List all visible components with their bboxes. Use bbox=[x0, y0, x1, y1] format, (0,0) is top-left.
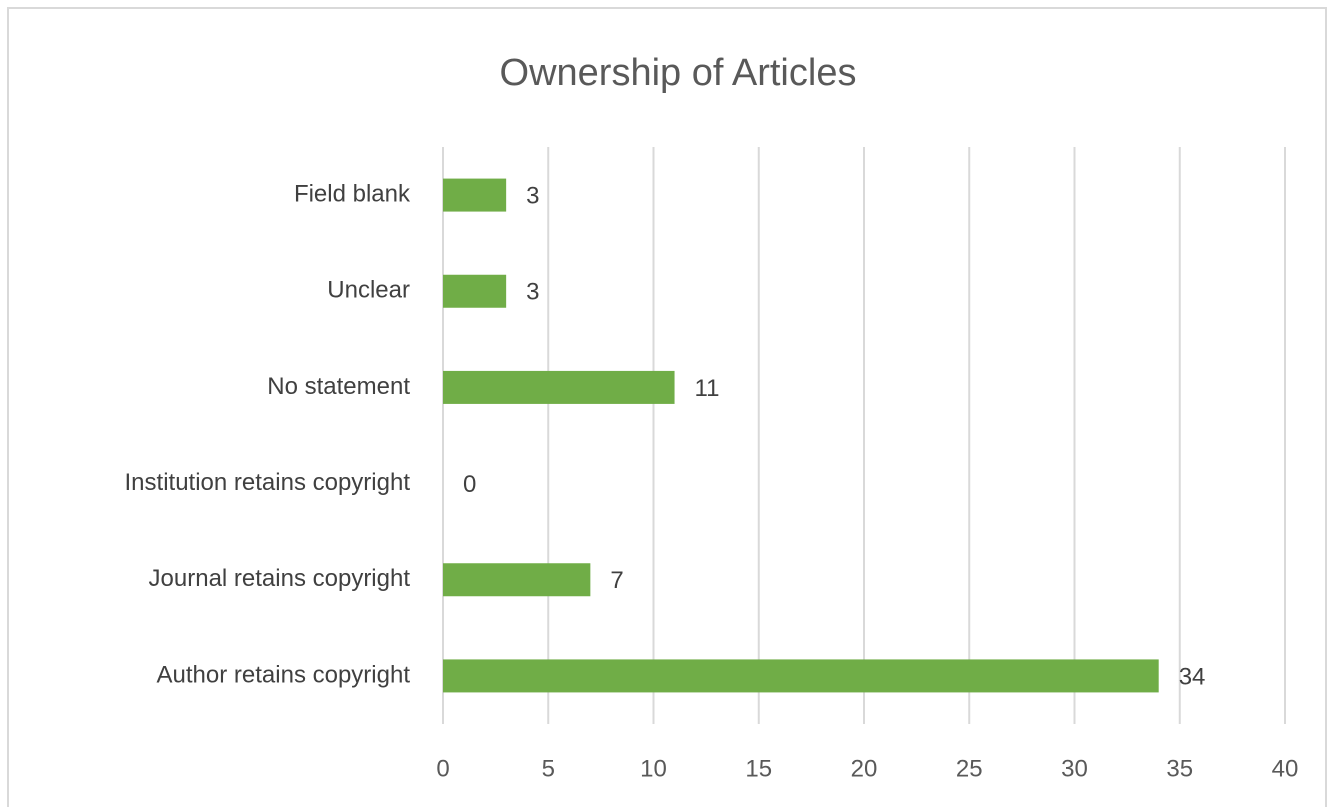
data-label: 3 bbox=[526, 182, 539, 209]
x-tick-label: 35 bbox=[1166, 755, 1193, 782]
y-tick-label: Unclear bbox=[327, 277, 410, 304]
x-tick-label: 20 bbox=[851, 755, 878, 782]
x-tick-label: 40 bbox=[1272, 755, 1299, 782]
bar bbox=[443, 370, 675, 404]
bar bbox=[443, 563, 591, 597]
data-label: 34 bbox=[1179, 663, 1206, 690]
x-tick-label: 0 bbox=[436, 755, 449, 782]
x-tick-label: 30 bbox=[1061, 755, 1088, 782]
y-tick-label: Author retains copyright bbox=[157, 661, 411, 688]
data-label: 7 bbox=[610, 567, 623, 594]
y-tick-label: No statement bbox=[267, 373, 410, 400]
y-tick-label: Journal retains copyright bbox=[149, 565, 411, 592]
y-tick-label: Institution retains copyright bbox=[125, 469, 411, 496]
data-label: 0 bbox=[463, 471, 476, 498]
x-tick-label: 5 bbox=[542, 755, 555, 782]
x-tick-label: 25 bbox=[956, 755, 983, 782]
x-tick-label: 15 bbox=[745, 755, 772, 782]
data-label: 3 bbox=[526, 279, 539, 306]
chart-title: Ownership of Articles bbox=[500, 52, 857, 94]
data-label: 11 bbox=[695, 375, 720, 402]
bar bbox=[443, 659, 1159, 693]
x-tick-label: 10 bbox=[640, 755, 667, 782]
bar bbox=[443, 178, 507, 212]
bar bbox=[443, 274, 507, 308]
y-tick-label: Field blank bbox=[294, 180, 411, 207]
